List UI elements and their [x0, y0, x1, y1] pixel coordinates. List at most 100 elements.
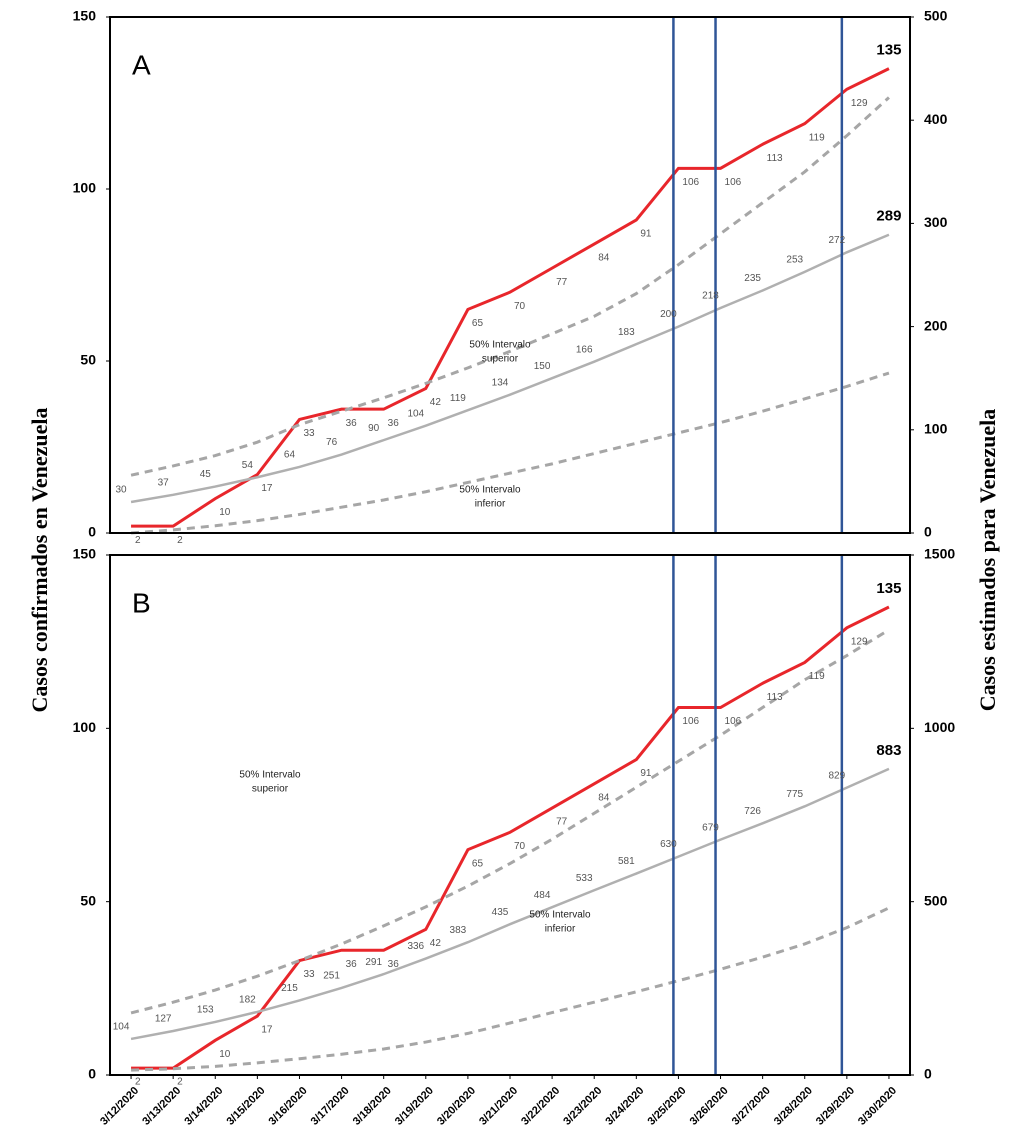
annotation: superior	[482, 354, 519, 365]
data-label: 775	[786, 789, 803, 800]
data-label: 2	[177, 1077, 183, 1088]
interval-line	[131, 906, 890, 1072]
y2-axis-title: Casos estimados para Venezuela	[975, 409, 1000, 712]
y-tick-label: 150	[73, 546, 97, 562]
y-tick-label: 150	[73, 8, 97, 24]
y2-tick-label: 500	[924, 892, 948, 908]
data-label: 119	[450, 393, 466, 404]
data-label: 76	[326, 437, 338, 448]
data-label: 104	[407, 408, 424, 419]
annotation: inferior	[545, 924, 576, 935]
data-label: 33	[303, 969, 315, 980]
x-tick-label: 3/30/2020	[856, 1085, 899, 1128]
data-label: 90	[368, 423, 380, 434]
y-tick-label: 50	[80, 352, 96, 368]
x-tick-label: 3/18/2020	[351, 1085, 394, 1128]
data-label: 336	[407, 941, 424, 952]
data-label: 70	[514, 301, 526, 312]
data-label: 153	[197, 1005, 214, 1016]
data-label: 726	[744, 806, 761, 817]
interval-line	[130, 371, 890, 535]
data-label: 215	[281, 983, 298, 994]
y2-tick-label: 100	[924, 421, 948, 437]
data-label: 166	[576, 344, 593, 355]
data-label: 113	[767, 153, 783, 164]
data-label: 54	[242, 460, 254, 471]
data-label: 581	[618, 856, 635, 867]
data-label: 84	[598, 253, 610, 264]
data-label: 533	[576, 873, 593, 884]
data-label: 2	[177, 535, 183, 546]
y-tick-label: 0	[88, 524, 96, 540]
y2-tick-label: 300	[924, 214, 948, 230]
x-tick-label: 3/15/2020	[224, 1085, 267, 1128]
data-label: 127	[155, 1014, 172, 1025]
x-tick-label: 3/17/2020	[309, 1085, 352, 1128]
data-label: 2	[135, 535, 141, 546]
x-tick-label: 3/12/2020	[98, 1085, 141, 1128]
data-label: 829	[828, 770, 845, 781]
panel-label: A	[132, 49, 151, 80]
panel-label: B	[132, 587, 151, 618]
x-tick-label: 3/22/2020	[519, 1085, 562, 1128]
data-label: 36	[388, 959, 400, 970]
series-line	[130, 233, 890, 504]
x-tick-label: 3/19/2020	[393, 1085, 436, 1128]
annotation: 50% Intervalo	[239, 770, 301, 781]
data-label: 37	[158, 477, 170, 488]
x-tick-label: 3/13/2020	[140, 1085, 183, 1128]
data-label: 65	[472, 858, 484, 869]
data-label: 383	[450, 925, 467, 936]
x-tick-label: 3/29/2020	[814, 1085, 857, 1128]
data-label: 679	[702, 822, 719, 833]
data-label: 129	[851, 636, 868, 647]
data-label: 289	[876, 208, 901, 225]
data-label: 106	[725, 716, 742, 727]
data-label: 435	[492, 907, 509, 918]
data-label: 77	[556, 277, 568, 288]
x-tick-label: 3/21/2020	[477, 1085, 520, 1128]
x-tick-label: 3/26/2020	[688, 1085, 731, 1128]
series-line	[131, 67, 890, 528]
interval-line	[130, 96, 890, 477]
data-label: 134	[492, 377, 509, 388]
data-label: 218	[702, 291, 719, 302]
data-label: 200	[660, 309, 677, 320]
y-tick-label: 100	[73, 719, 97, 735]
data-label: 119	[809, 132, 825, 143]
data-label: 113	[767, 692, 783, 703]
y2-tick-label: 200	[924, 317, 948, 333]
y2-tick-label: 400	[924, 111, 948, 127]
data-label: 45	[200, 469, 212, 480]
data-label: 150	[534, 361, 551, 372]
y-tick-label: 0	[88, 1066, 96, 1082]
x-tick-label: 3/20/2020	[435, 1085, 478, 1128]
x-tick-label: 3/16/2020	[267, 1085, 310, 1128]
data-label: 17	[261, 1025, 273, 1036]
x-tick-label: 3/24/2020	[603, 1085, 646, 1128]
x-tick-label: 3/28/2020	[772, 1085, 815, 1128]
data-label: 64	[284, 450, 296, 461]
interval-line	[130, 628, 890, 1015]
data-label: 883	[876, 742, 901, 759]
y2-tick-label: 1000	[924, 719, 955, 735]
y2-tick-label: 0	[924, 1066, 932, 1082]
x-tick-label: 3/27/2020	[730, 1085, 773, 1128]
y-tick-label: 100	[73, 180, 97, 196]
data-label: 70	[514, 841, 526, 852]
plot-frame	[109, 16, 911, 534]
data-label: 10	[219, 507, 231, 518]
data-label: 104	[113, 1022, 130, 1033]
data-label: 42	[430, 397, 442, 408]
data-label: 235	[744, 273, 761, 284]
data-label: 291	[365, 957, 382, 968]
data-label: 65	[472, 318, 484, 329]
data-label: 77	[556, 817, 568, 828]
y-tick-label: 50	[80, 892, 96, 908]
data-label: 106	[725, 177, 742, 188]
y2-tick-label: 500	[924, 8, 948, 24]
data-label: 135	[876, 580, 901, 597]
annotation: 50% Intervalo	[469, 340, 531, 351]
data-label: 251	[323, 971, 340, 982]
